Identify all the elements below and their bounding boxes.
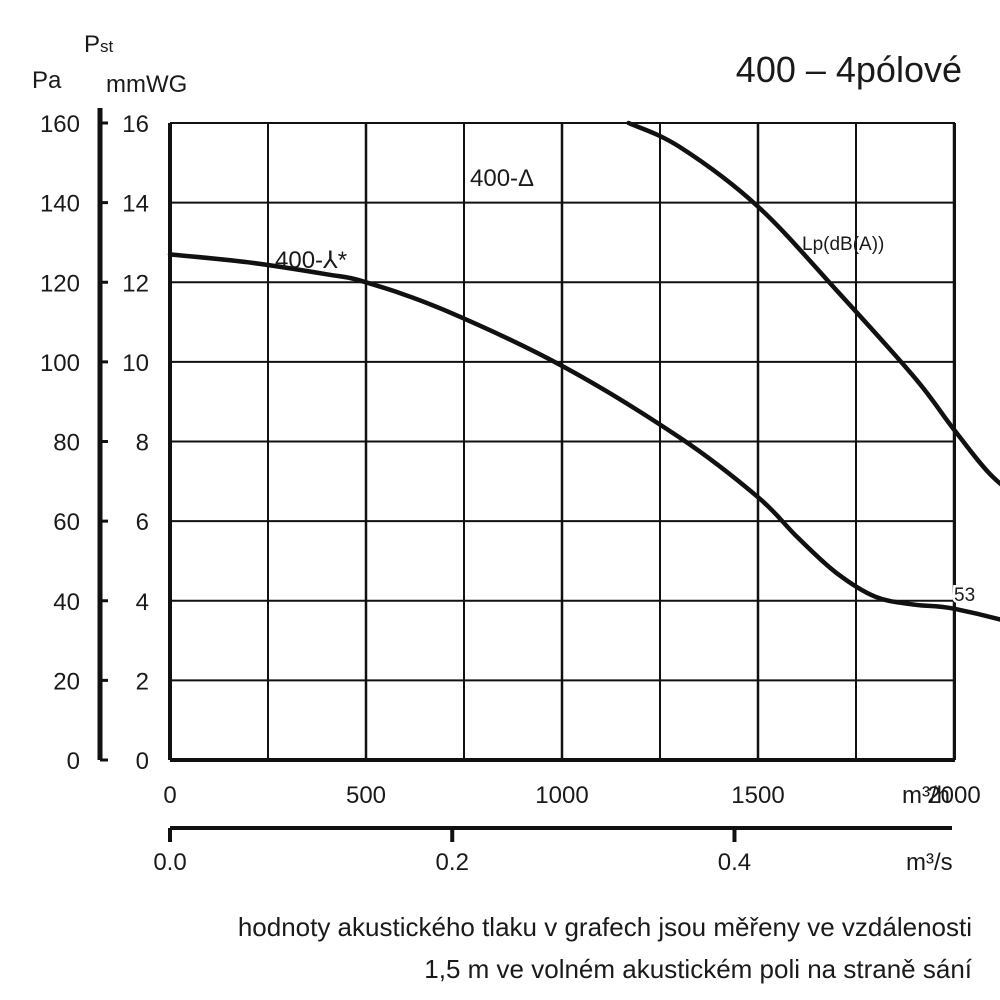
pa-tick-label: 160 — [40, 111, 80, 138]
pa-tick-label: 140 — [40, 191, 80, 218]
noise-annotation: 53 — [954, 585, 975, 606]
m3s-tick-label: 0.0 — [153, 849, 186, 876]
chart-title: 400 – 4pólové — [736, 49, 962, 90]
m3s-tick-label: 0.4 — [718, 849, 751, 876]
pa-tick-label: 120 — [40, 270, 80, 297]
mmwg-tick-label: 14 — [122, 191, 149, 218]
series-line-1 — [167, 252, 1000, 622]
axes — [97, 108, 952, 830]
series-label-1: 400-⅄* — [275, 247, 347, 274]
mmwg-tick-label: 16 — [122, 111, 149, 138]
ylabel-main: Pst — [84, 31, 114, 58]
series-label-2: 400-Δ — [470, 165, 534, 192]
pa-tick-label: 40 — [53, 589, 80, 616]
fan-performance-chart: 400-⅄*400-Δ53555759 02040608010012014016… — [32, 31, 1000, 876]
mmwg-tick-label: 10 — [122, 350, 149, 377]
m3h-tick-label: 0 — [163, 782, 176, 809]
m3h-tick-label: 2000 — [927, 782, 980, 809]
m3h-tick-label: 1000 — [535, 782, 588, 809]
noise-label: Lp(dB(A)) — [802, 234, 884, 255]
curves: 400-⅄*400-Δ53555759 — [167, 120, 1000, 622]
pa-tick-label: 80 — [53, 430, 80, 457]
pa-tick-label: 60 — [53, 509, 80, 536]
series-line-2 — [626, 120, 1000, 487]
m3h-tick-label: 1500 — [731, 782, 784, 809]
pa-tick-label: 0 — [67, 748, 80, 775]
mmwg-tick-label: 0 — [136, 748, 149, 775]
xlabel-m3s-unit: m³/s — [906, 849, 953, 876]
m3h-tick-label: 500 — [346, 782, 386, 809]
ylabel-pa-unit: Pa — [32, 67, 62, 94]
m3s-tick-label: 0.2 — [436, 849, 469, 876]
footnote-line-1: hodnoty akustického tlaku v grafech jsou… — [237, 912, 972, 942]
mmwg-tick-label: 2 — [136, 668, 149, 695]
mmwg-tick-label: 4 — [136, 589, 149, 616]
footnote-line-2: 1,5 m ve volném akustickém poli na stran… — [424, 954, 972, 984]
mmwg-tick-label: 6 — [136, 509, 149, 536]
mmwg-tick-label: 12 — [122, 270, 149, 297]
pa-tick-label: 100 — [40, 350, 80, 377]
pa-tick-label: 20 — [53, 668, 80, 695]
ylabel-mmwg-unit: mmWG — [106, 71, 187, 98]
xlabel-m3h-unit: m³/h — [902, 782, 950, 809]
grid — [168, 122, 956, 762]
mmwg-tick-label: 8 — [136, 430, 149, 457]
